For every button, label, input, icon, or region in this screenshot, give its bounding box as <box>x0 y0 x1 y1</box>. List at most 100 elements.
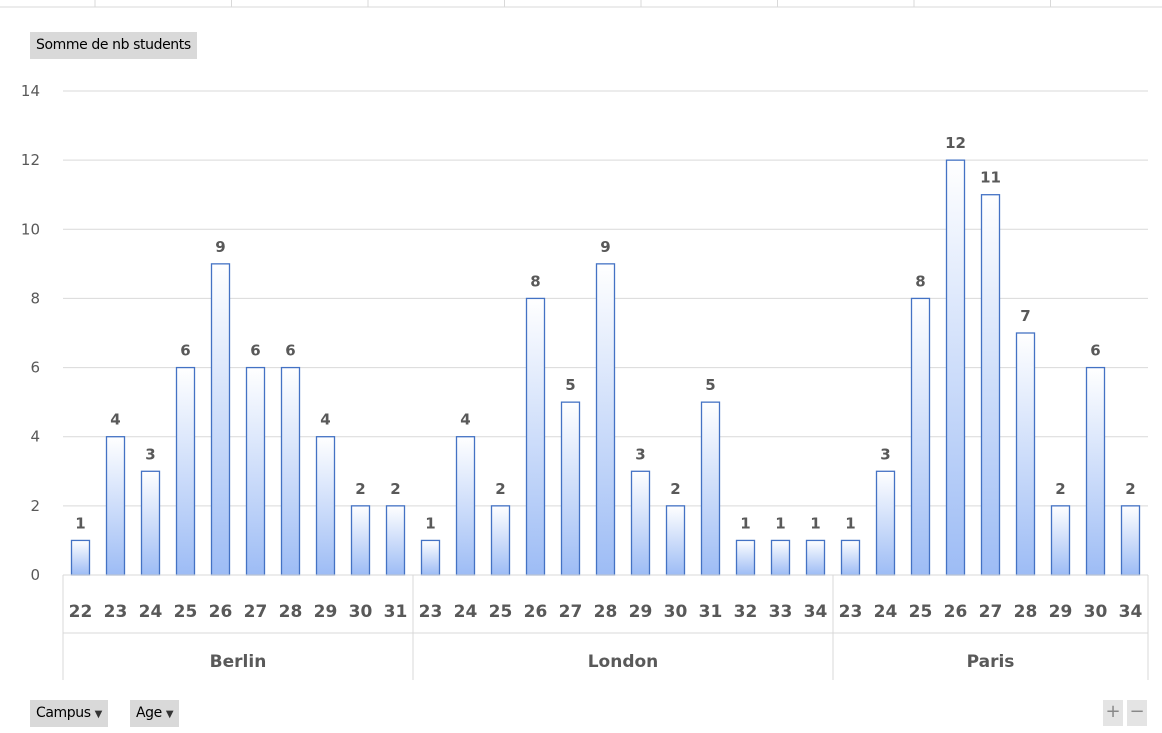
zoom-in-button[interactable]: + <box>1103 700 1123 726</box>
top-border-ticks <box>0 0 1162 8</box>
data-label: 9 <box>215 238 225 256</box>
bar[interactable] <box>770 539 791 576</box>
x-tick-label: 24 <box>139 602 163 622</box>
data-label: 2 <box>1125 480 1135 498</box>
bar[interactable] <box>350 505 371 576</box>
y-tick-label: 14 <box>21 82 40 100</box>
x-tick-label: 31 <box>384 602 408 622</box>
x-tick-label: 27 <box>244 602 268 622</box>
data-label: 2 <box>495 480 505 498</box>
bar[interactable] <box>805 539 826 576</box>
data-label: 4 <box>460 411 470 429</box>
data-label: 1 <box>425 514 435 532</box>
bar[interactable] <box>560 401 581 576</box>
campus-field-label: Campus <box>36 705 91 721</box>
bar[interactable] <box>420 539 441 576</box>
x-tick-label: 25 <box>174 602 198 622</box>
data-label: 2 <box>355 480 365 498</box>
bar[interactable] <box>1120 505 1141 576</box>
bar[interactable] <box>175 366 196 576</box>
data-label: 6 <box>250 342 260 360</box>
data-label: 6 <box>180 342 190 360</box>
data-label: 8 <box>530 272 540 290</box>
x-tick-label: 33 <box>769 602 793 622</box>
bar[interactable] <box>105 436 126 576</box>
bar[interactable] <box>665 505 686 576</box>
x-tick-label: 29 <box>314 602 338 622</box>
bar[interactable] <box>910 297 931 576</box>
data-label: 8 <box>915 272 925 290</box>
data-label: 2 <box>670 480 680 498</box>
bar[interactable] <box>945 159 966 576</box>
age-field-button[interactable]: Age ▼ <box>130 700 180 727</box>
group-label: Paris <box>967 652 1015 672</box>
x-tick-label: 26 <box>209 602 233 622</box>
x-tick-label: 31 <box>699 602 723 622</box>
bar[interactable] <box>315 436 336 576</box>
x-tick-label: 22 <box>69 602 93 622</box>
y-axis: 0 2 4 6 8 10 12 14 <box>21 82 40 584</box>
value-field-button[interactable]: Somme de nb students <box>30 32 197 59</box>
bar[interactable] <box>735 539 756 576</box>
group-label: Berlin <box>210 652 267 672</box>
data-label: 3 <box>880 445 890 463</box>
bar[interactable] <box>875 470 896 576</box>
y-tick-label: 12 <box>21 151 40 169</box>
x-tick-label: 24 <box>454 602 478 622</box>
y-tick-label: 4 <box>30 428 40 446</box>
bar[interactable] <box>245 366 266 576</box>
bar[interactable] <box>70 539 91 576</box>
data-label: 6 <box>285 342 295 360</box>
data-label: 5 <box>565 376 575 394</box>
plus-icon: + <box>1105 701 1121 722</box>
bar[interactable] <box>700 401 721 576</box>
x-tick-label: 29 <box>629 602 653 622</box>
data-label: 7 <box>1020 307 1030 325</box>
x-tick-label: 23 <box>839 602 863 622</box>
x-tick-label: 34 <box>804 602 828 622</box>
x-tick-label: 30 <box>349 602 373 622</box>
bar[interactable] <box>280 366 301 576</box>
y-tick-label: 10 <box>21 220 40 238</box>
bar[interactable] <box>1050 505 1071 576</box>
x-tick-label: 30 <box>664 602 688 622</box>
data-label: 1 <box>775 514 785 532</box>
bar[interactable] <box>210 263 231 576</box>
zoom-out-button[interactable]: − <box>1127 700 1147 726</box>
bar[interactable] <box>140 470 161 576</box>
y-tick-label: 2 <box>30 497 40 515</box>
bar[interactable] <box>455 436 476 576</box>
bar[interactable] <box>840 539 861 576</box>
data-label: 1 <box>75 514 85 532</box>
bar[interactable] <box>630 470 651 576</box>
bar[interactable] <box>980 194 1001 576</box>
y-tick-label: 6 <box>30 359 40 377</box>
y-tick-label: 8 <box>30 289 40 307</box>
data-label: 1 <box>810 514 820 532</box>
campus-field-button[interactable]: Campus ▼ <box>30 700 108 727</box>
x-tick-label: 29 <box>1049 602 1073 622</box>
bar[interactable] <box>595 263 616 576</box>
bar[interactable] <box>1085 366 1106 576</box>
x-tick-label: 24 <box>874 602 898 622</box>
bar[interactable] <box>1015 332 1036 576</box>
value-field-label: Somme de nb students <box>36 37 191 53</box>
data-label: 1 <box>740 514 750 532</box>
y-tick-label: 0 <box>30 566 40 584</box>
data-label: 2 <box>390 480 400 498</box>
x-tick-label: 23 <box>104 602 128 622</box>
x-tick-label: 27 <box>979 602 1003 622</box>
data-label: 3 <box>635 445 645 463</box>
bar[interactable] <box>385 505 406 576</box>
bar[interactable] <box>490 505 511 576</box>
x-tick-label: 27 <box>559 602 583 622</box>
data-label: 3 <box>145 445 155 463</box>
x-tick-label: 34 <box>1119 602 1143 622</box>
bar[interactable] <box>525 297 546 576</box>
minus-icon: − <box>1129 701 1145 722</box>
x-tick-label: 30 <box>1084 602 1108 622</box>
data-label: 11 <box>980 169 1001 187</box>
x-tick-label: 26 <box>944 602 968 622</box>
age-field-label: Age <box>136 705 162 721</box>
